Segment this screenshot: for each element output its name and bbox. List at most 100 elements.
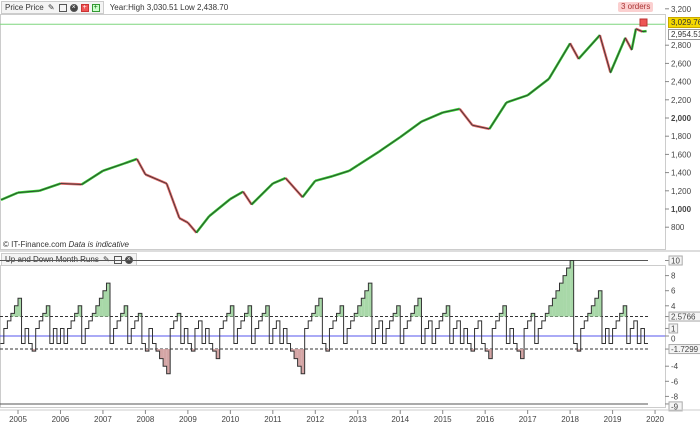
up-run-fill: [594, 298, 599, 317]
price-line: [0, 28, 647, 234]
up-run-fill: [559, 283, 564, 317]
down-run-fill: [488, 349, 493, 359]
price-tick-label: 1,800: [671, 132, 692, 141]
runs-tick-box: [668, 344, 700, 355]
price-tick-label: 1,200: [671, 187, 692, 196]
up-run-fill: [410, 313, 415, 317]
up-run-fill: [552, 298, 556, 317]
down-run-fill: [517, 349, 521, 352]
runs-tick-label: -9: [671, 402, 679, 411]
down-run-fill: [471, 349, 475, 352]
up-run-fill: [531, 313, 535, 317]
price-panel-title: Price Price: [5, 3, 44, 12]
up-run-fill: [623, 305, 627, 317]
price-tick-label: 800: [671, 223, 685, 232]
runs-tick-label: 10: [671, 257, 680, 266]
runs-line: [0, 260, 648, 375]
runs-panel-header: Up and Down Month Runs ✎ ×: [1, 253, 137, 266]
zoom-in-icon[interactable]: +: [80, 3, 89, 12]
wrench-icon[interactable]: ✎: [102, 255, 110, 264]
down-run-fill: [166, 349, 171, 374]
up-run-fill: [14, 305, 18, 317]
down-run-fill: [325, 349, 330, 352]
x-tick-label: 2007: [94, 415, 112, 424]
copyright: © IT-Finance.com: [3, 240, 67, 249]
price-panel-toolbar: Price Price ✎ × + + Year:High 3,030.51 L…: [1, 1, 228, 14]
price-tick-label: 2,000: [671, 114, 692, 123]
up-run-fill: [336, 313, 341, 317]
runs-tick-label: 1: [671, 324, 676, 333]
price-tick-label: 2,800: [671, 41, 692, 50]
up-run-fill: [414, 305, 418, 317]
up-run-fill: [368, 283, 372, 317]
down-run-fill: [297, 349, 302, 367]
up-run-fill: [587, 313, 592, 317]
up-run-fill: [315, 305, 319, 317]
up-run-fill: [226, 313, 231, 317]
runs-tick-label: 6: [671, 287, 676, 296]
down-run-fill: [32, 349, 36, 352]
x-tick-label: 2005: [9, 415, 27, 424]
up-run-fill: [177, 313, 181, 317]
up-run-fill: [591, 305, 595, 317]
down-run-fill: [191, 349, 195, 352]
x-tick-label: 2015: [434, 415, 452, 424]
down-run-fill: [485, 349, 489, 352]
window-icon[interactable]: [113, 255, 122, 264]
down-run-fill: [145, 349, 149, 352]
up-run-fill: [10, 313, 15, 317]
down-run-fill: [159, 349, 164, 359]
orders-badge[interactable]: 3 orders: [618, 2, 654, 12]
runs-tick-label: 8: [671, 272, 676, 281]
runs-tick-box: [668, 323, 679, 334]
close-icon[interactable]: ×: [69, 3, 78, 12]
runs-tick-label: -1.7299: [671, 345, 699, 354]
up-run-fill: [361, 298, 365, 317]
up-run-fill: [566, 268, 571, 317]
disclaimer: Data is indicative: [68, 240, 129, 249]
down-run-fill: [301, 349, 305, 374]
down-run-fill: [212, 349, 217, 352]
down-run-fill: [163, 349, 167, 367]
up-run-fill: [99, 298, 103, 317]
up-run-fill: [18, 298, 22, 317]
runs-tick-box: [668, 311, 700, 322]
close-icon[interactable]: ×: [124, 255, 133, 264]
down-run-fill: [294, 349, 298, 359]
up-run-fill: [318, 298, 323, 317]
up-run-fill: [364, 290, 369, 317]
price-plot-frame: [0, 14, 666, 250]
price-tick-label: 1,600: [671, 150, 692, 159]
up-run-fill: [244, 313, 249, 317]
price-tick-label: 1,000: [671, 205, 692, 214]
x-tick-label: 2017: [519, 415, 537, 424]
price-tick-label: 2,400: [671, 78, 692, 87]
add-icon[interactable]: +: [91, 3, 100, 12]
up-run-fill: [74, 313, 79, 317]
up-run-fill: [248, 305, 252, 317]
up-run-fill: [124, 305, 128, 317]
up-run-fill: [120, 313, 125, 317]
last-price-tag: 3,029.76: [668, 17, 700, 28]
price-panel-header: Price Price ✎ × + +: [1, 1, 104, 14]
year-info: Year:High 3,030.51 Low 2,438.70: [109, 3, 229, 12]
x-tick-label: 2009: [179, 415, 197, 424]
up-run-fill: [545, 313, 549, 317]
up-run-fill: [598, 290, 602, 317]
up-run-fill: [563, 275, 567, 317]
up-run-fill: [619, 313, 624, 317]
x-tick-label: 2008: [137, 415, 155, 424]
up-run-fill: [446, 305, 450, 317]
down-run-fill: [520, 349, 525, 359]
down-run-fill: [216, 349, 220, 359]
up-run-fill: [102, 290, 107, 317]
x-tick-label: 2014: [391, 415, 409, 424]
wrench-icon[interactable]: ✎: [47, 3, 55, 12]
footer-note: © IT-Finance.com Data is indicative: [3, 240, 129, 249]
down-run-fill: [156, 349, 160, 352]
up-run-fill: [265, 305, 270, 317]
up-run-fill: [78, 305, 82, 317]
up-run-fill: [396, 305, 401, 317]
window-icon[interactable]: [58, 3, 67, 12]
